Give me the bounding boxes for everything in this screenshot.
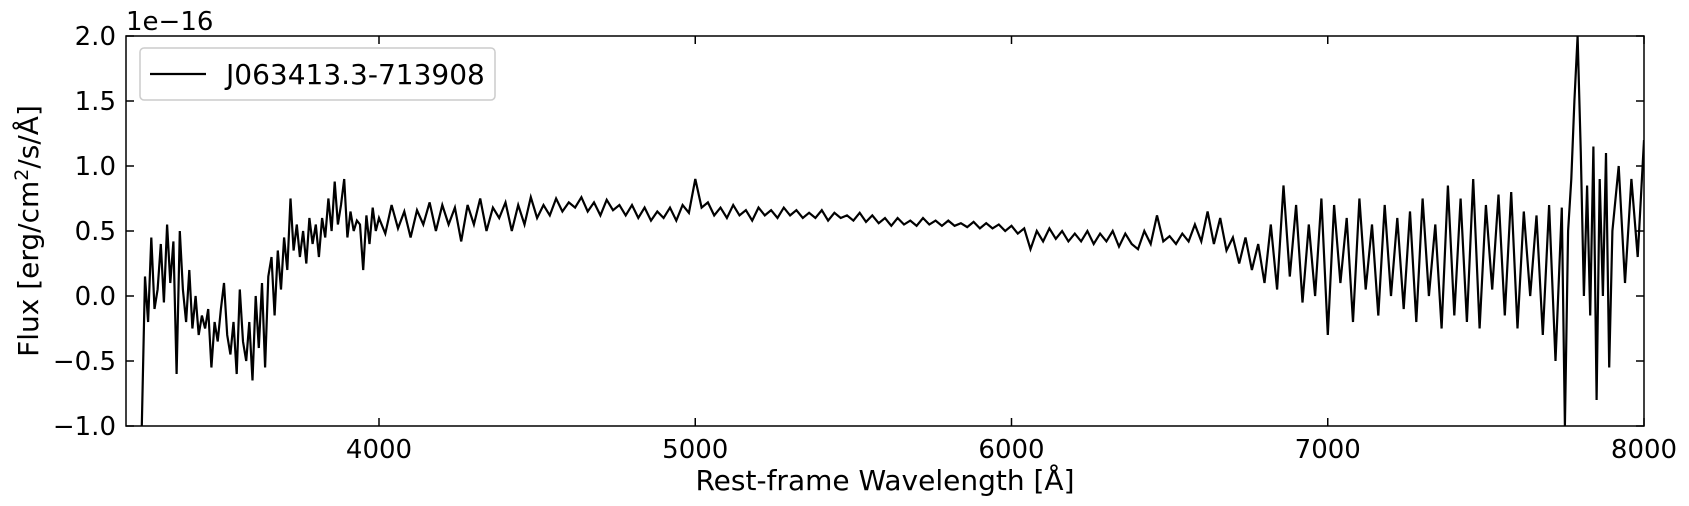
y-offset-label: 1e−16 [126,7,213,37]
x-axis-label: Rest-frame Wavelength [Å] [695,463,1074,497]
legend: J063413.3-713908 [139,47,496,101]
y-axis-label: Flux [erg/cm2/s/Å] [11,105,45,357]
y-tick-label: 1.0 [75,152,116,182]
y-tick-label: −1.0 [53,412,116,442]
x-tick-label: 6000 [978,435,1044,465]
y-tick-label: 2.0 [75,22,116,52]
plot-area [140,36,1644,426]
y-tick-label: 0.5 [75,217,116,247]
y-tick-label: 1.5 [75,87,116,117]
x-tick-label: 8000 [1611,435,1677,465]
x-tick-label: 7000 [1295,435,1361,465]
legend-box [139,47,496,101]
legend-label: J063413.3-713908 [224,58,485,91]
spectrum-line [140,36,1644,426]
x-axis: 4000 5000 6000 7000 8000 [346,36,1677,465]
y-tick-label: 0.0 [75,282,116,312]
y-tick-label: −0.5 [53,347,116,377]
x-tick-label: 5000 [662,435,728,465]
x-tick-label: 4000 [346,435,412,465]
y-axis: −1.0 −0.5 0.0 0.5 1.0 1.5 2.0 [53,22,1644,442]
